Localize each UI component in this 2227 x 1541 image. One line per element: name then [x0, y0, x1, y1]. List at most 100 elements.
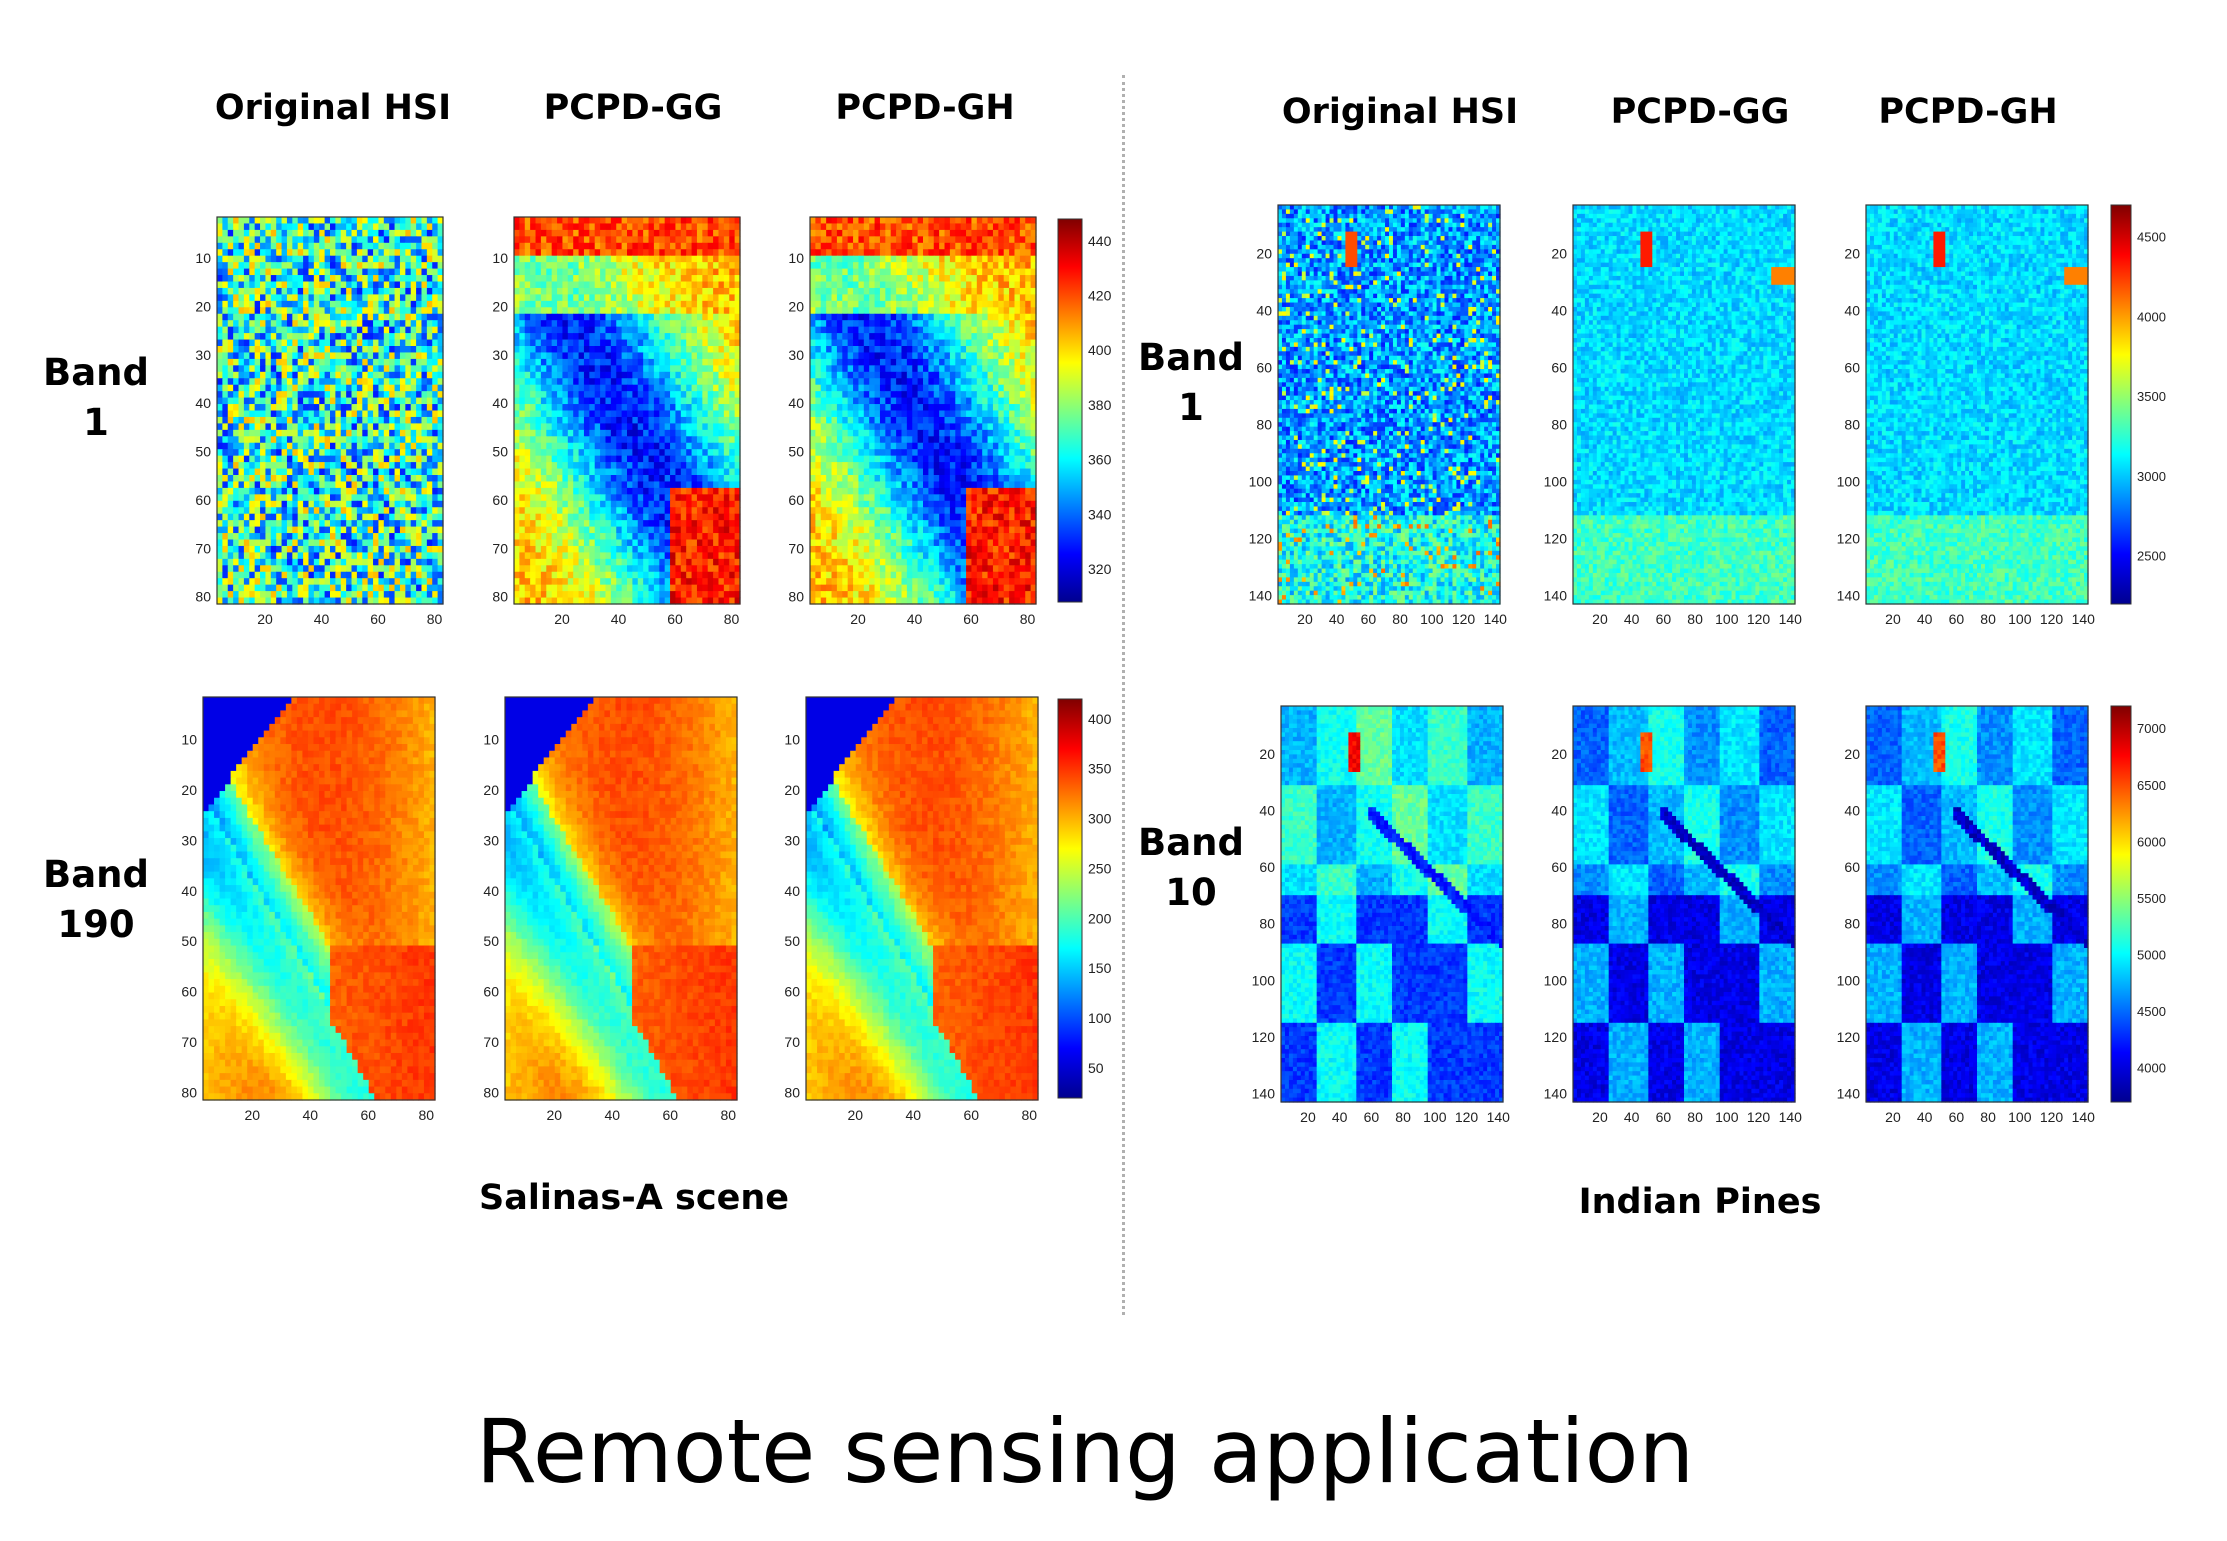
y-tick-label: 80 [195, 589, 211, 605]
colorbar-tick-label: 2500 [2137, 549, 2166, 564]
indian-col-title-original: Original HSI [1282, 92, 1518, 132]
y-tick-label: 30 [195, 347, 211, 363]
y-tick-label: 70 [483, 1034, 499, 1050]
y-tick-label: 120 [1544, 530, 1568, 546]
indian-heatmap [1573, 205, 1796, 605]
y-tick-label: 70 [788, 540, 804, 556]
salinas-heatmap [505, 697, 738, 1101]
x-tick-label: 120 [1452, 611, 1476, 627]
y-tick-label: 140 [1252, 1085, 1276, 1101]
y-tick-label: 50 [195, 444, 211, 460]
y-tick-label: 20 [1551, 746, 1567, 762]
y-tick-label: 60 [483, 984, 499, 1000]
colorbar-tick-label: 350 [1088, 761, 1112, 777]
x-tick-label: 20 [547, 1107, 563, 1123]
y-tick-label: 10 [788, 250, 804, 266]
y-tick-label: 80 [1256, 416, 1272, 432]
row-label-line2: 1 [43, 398, 149, 448]
y-tick-label: 30 [788, 347, 804, 363]
y-tick-label: 50 [181, 933, 197, 949]
x-tick-label: 20 [850, 611, 866, 627]
y-tick-label: 10 [492, 250, 508, 266]
indian-col-title-pcpd-gg: PCPD-GG [1611, 92, 1790, 132]
y-tick-label: 10 [784, 732, 800, 748]
x-tick-label: 20 [1885, 611, 1901, 627]
colorbar-tick-label: 380 [1088, 397, 1112, 413]
y-tick-label: 20 [1844, 746, 1860, 762]
heatmap-frame [1572, 705, 1796, 1103]
heatmap-frame [1280, 705, 1504, 1103]
y-tick-label: 40 [181, 883, 197, 899]
y-tick-label: 80 [1844, 916, 1860, 932]
heatmap-frame [1572, 204, 1796, 605]
y-tick-label: 20 [492, 298, 508, 314]
colorbar-tick-label: 440 [1088, 233, 1112, 249]
colorbar [2110, 705, 2132, 1103]
y-tick-label: 30 [181, 832, 197, 848]
heatmap-frame [1865, 705, 2089, 1103]
x-tick-label: 60 [1656, 611, 1672, 627]
y-tick-label: 140 [1544, 1085, 1568, 1101]
colorbar [2110, 204, 2132, 605]
x-tick-label: 40 [1624, 1109, 1640, 1125]
indian-col-title-pcpd-gh: PCPD-GH [1878, 92, 2057, 132]
x-tick-label: 60 [1364, 1109, 1380, 1125]
colorbar-tick-label: 400 [1088, 711, 1112, 727]
x-tick-label: 120 [2040, 611, 2064, 627]
y-tick-label: 80 [1844, 416, 1860, 432]
y-tick-label: 80 [788, 589, 804, 605]
x-tick-label: 40 [1624, 611, 1640, 627]
y-tick-label: 40 [788, 395, 804, 411]
y-tick-label: 40 [1844, 803, 1860, 819]
colorbar-tick-label: 4500 [2137, 1004, 2166, 1019]
x-tick-label: 140 [2072, 1109, 2096, 1125]
y-tick-label: 60 [181, 984, 197, 1000]
y-tick-label: 100 [1544, 972, 1568, 988]
y-tick-label: 40 [1551, 803, 1567, 819]
colorbar-tick-label: 6500 [2137, 778, 2166, 793]
x-tick-label: 40 [906, 1107, 922, 1123]
y-tick-label: 60 [1844, 859, 1860, 875]
x-tick-label: 80 [1395, 1109, 1411, 1125]
indian-row-label-band1: Band 1 [1138, 333, 1244, 433]
x-tick-label: 20 [1885, 1109, 1901, 1125]
y-tick-label: 140 [1837, 587, 1861, 603]
y-tick-label: 70 [784, 1034, 800, 1050]
x-tick-label: 20 [257, 611, 273, 627]
y-tick-label: 30 [483, 832, 499, 848]
x-tick-label: 20 [1300, 1109, 1316, 1125]
salinas-heatmap [217, 217, 444, 605]
x-tick-label: 120 [1455, 1109, 1479, 1125]
x-tick-label: 100 [2008, 611, 2032, 627]
heatmap-frame [504, 696, 738, 1101]
y-tick-label: 20 [1551, 245, 1567, 261]
row-label-line2: 10 [1138, 868, 1244, 918]
y-tick-label: 20 [1844, 245, 1860, 261]
y-tick-label: 60 [1844, 359, 1860, 375]
salinas-col-title-pcpd-gg: PCPD-GG [544, 88, 723, 128]
x-tick-label: 100 [2008, 1109, 2032, 1125]
colorbar-tick-label: 4500 [2137, 229, 2166, 244]
y-tick-label: 10 [181, 732, 197, 748]
x-tick-label: 80 [1687, 611, 1703, 627]
x-tick-label: 100 [1420, 611, 1444, 627]
heatmap-frame [809, 216, 1037, 605]
y-tick-label: 40 [784, 883, 800, 899]
y-tick-label: 120 [1249, 530, 1273, 546]
x-tick-label: 80 [1980, 611, 1996, 627]
x-tick-label: 60 [963, 611, 979, 627]
x-tick-label: 80 [721, 1107, 737, 1123]
y-tick-label: 20 [1256, 245, 1272, 261]
x-tick-label: 120 [1747, 1109, 1771, 1125]
indian-heatmap [1281, 706, 1504, 1103]
x-tick-label: 20 [1592, 1109, 1608, 1125]
y-tick-label: 100 [1544, 473, 1568, 489]
y-tick-label: 120 [1837, 530, 1861, 546]
colorbar-tick-label: 50 [1088, 1060, 1104, 1076]
heatmap-frame [805, 696, 1039, 1101]
y-tick-label: 120 [1252, 1029, 1276, 1045]
x-tick-label: 40 [314, 611, 330, 627]
x-tick-label: 40 [1917, 1109, 1933, 1125]
x-tick-label: 120 [2040, 1109, 2064, 1125]
